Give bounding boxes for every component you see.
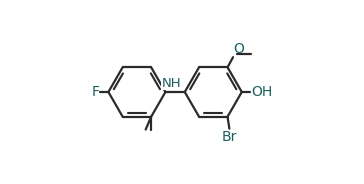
- Text: OH: OH: [251, 85, 272, 99]
- Text: O: O: [234, 42, 245, 56]
- Text: NH: NH: [161, 77, 181, 90]
- Text: Br: Br: [222, 130, 237, 144]
- Text: F: F: [91, 85, 99, 99]
